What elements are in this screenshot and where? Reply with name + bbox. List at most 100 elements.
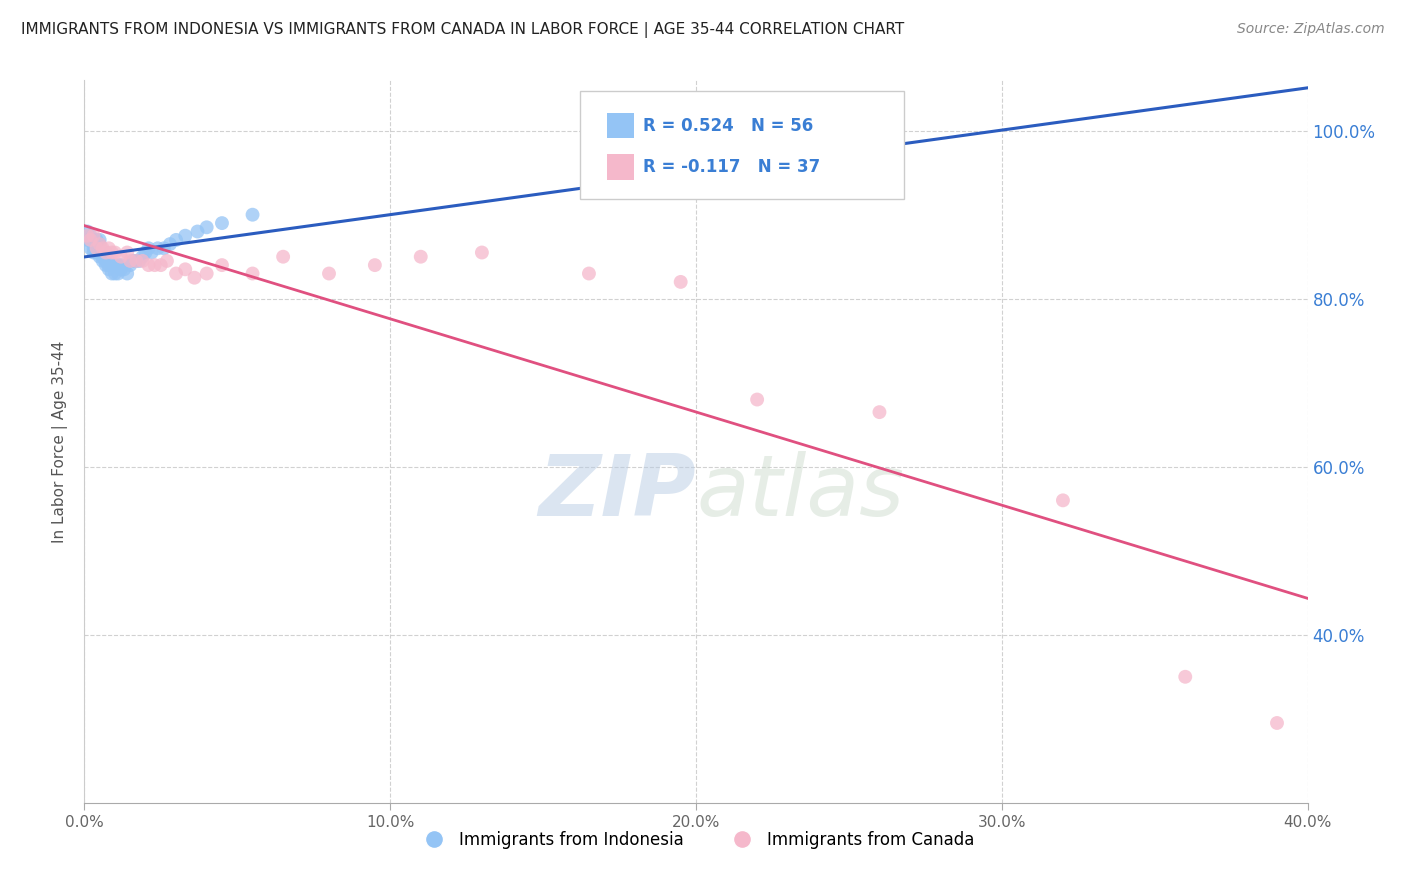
Point [94, 254, 117, 268]
Text: IMMIGRANTS FROM INDONESIA VS IMMIGRANTS FROM CANADA IN LABOR FORCE | AGE 35-44 C: IMMIGRANTS FROM INDONESIA VS IMMIGRANTS … [21, 22, 904, 38]
Point [89, 241, 111, 255]
Point [669, 275, 692, 289]
Point [195, 220, 218, 235]
Point [89, 237, 111, 252]
Point [97, 258, 120, 272]
Point [156, 254, 179, 268]
Point [76, 233, 98, 247]
Point [138, 258, 160, 272]
Point [869, 405, 891, 419]
Point [120, 254, 142, 268]
Bar [606, 113, 634, 138]
Point [153, 241, 176, 255]
Legend: Immigrants from Indonesia, Immigrants from Canada: Immigrants from Indonesia, Immigrants fr… [411, 824, 981, 856]
Point [101, 267, 124, 281]
Point [89, 237, 111, 252]
Point [79, 233, 101, 247]
Point [122, 254, 145, 268]
Point [183, 270, 205, 285]
Point [86, 245, 108, 260]
Point [138, 241, 160, 255]
FancyBboxPatch shape [579, 91, 904, 200]
Point [409, 250, 432, 264]
Point [174, 262, 197, 277]
Point [186, 225, 208, 239]
Point [471, 245, 494, 260]
Text: Source: ZipAtlas.com: Source: ZipAtlas.com [1237, 22, 1385, 37]
Text: R = -0.117   N = 37: R = -0.117 N = 37 [644, 158, 821, 176]
Point [79, 241, 101, 255]
Point [101, 258, 124, 272]
Point [271, 250, 294, 264]
Point [86, 233, 108, 247]
Point [211, 216, 233, 230]
Point [242, 267, 264, 281]
Point [1052, 493, 1074, 508]
Point [125, 254, 148, 268]
Point [195, 267, 218, 281]
Point [76, 228, 98, 243]
Point [115, 245, 138, 260]
Y-axis label: In Labor Force | Age 35-44: In Labor Force | Age 35-44 [52, 341, 69, 542]
Point [89, 250, 111, 264]
Point [76, 225, 98, 239]
Point [107, 258, 129, 272]
Point [83, 228, 105, 243]
Point [86, 241, 108, 255]
Point [165, 267, 187, 281]
Point [86, 241, 108, 255]
Point [135, 245, 157, 260]
Text: ZIP: ZIP [538, 450, 696, 533]
Point [131, 250, 153, 264]
Point [89, 233, 111, 247]
Point [83, 241, 105, 255]
Point [115, 267, 138, 281]
Point [97, 254, 120, 268]
Point [104, 267, 127, 281]
Point [107, 267, 129, 281]
Point [141, 245, 163, 260]
Point [79, 228, 101, 243]
Point [146, 241, 169, 255]
Point [76, 228, 98, 243]
Point [578, 267, 600, 281]
Point [318, 267, 340, 281]
Point [104, 245, 127, 260]
Point [79, 233, 101, 247]
Point [112, 262, 135, 277]
Point [83, 233, 105, 247]
Point [104, 258, 127, 272]
Point [97, 262, 120, 277]
Point [1174, 670, 1197, 684]
Point [110, 258, 132, 272]
Point [79, 233, 101, 247]
Point [97, 241, 120, 255]
Point [110, 262, 132, 277]
Point [1265, 716, 1288, 731]
Point [101, 245, 124, 260]
Point [91, 245, 114, 260]
Point [91, 241, 114, 255]
Point [91, 250, 114, 264]
Point [242, 208, 264, 222]
Point [83, 245, 105, 260]
Point [364, 258, 387, 272]
Point [143, 258, 166, 272]
Point [131, 254, 153, 268]
Point [125, 254, 148, 268]
Point [83, 237, 105, 252]
Point [86, 237, 108, 252]
Point [110, 250, 132, 264]
Point [165, 233, 187, 247]
Text: R = 0.524   N = 56: R = 0.524 N = 56 [644, 117, 814, 135]
Point [149, 258, 172, 272]
Point [89, 245, 111, 260]
Point [94, 258, 117, 272]
Point [91, 254, 114, 268]
Point [159, 237, 181, 252]
Point [174, 228, 197, 243]
Point [211, 258, 233, 272]
Point [94, 245, 117, 260]
Text: atlas: atlas [696, 450, 904, 533]
Point [128, 254, 150, 268]
